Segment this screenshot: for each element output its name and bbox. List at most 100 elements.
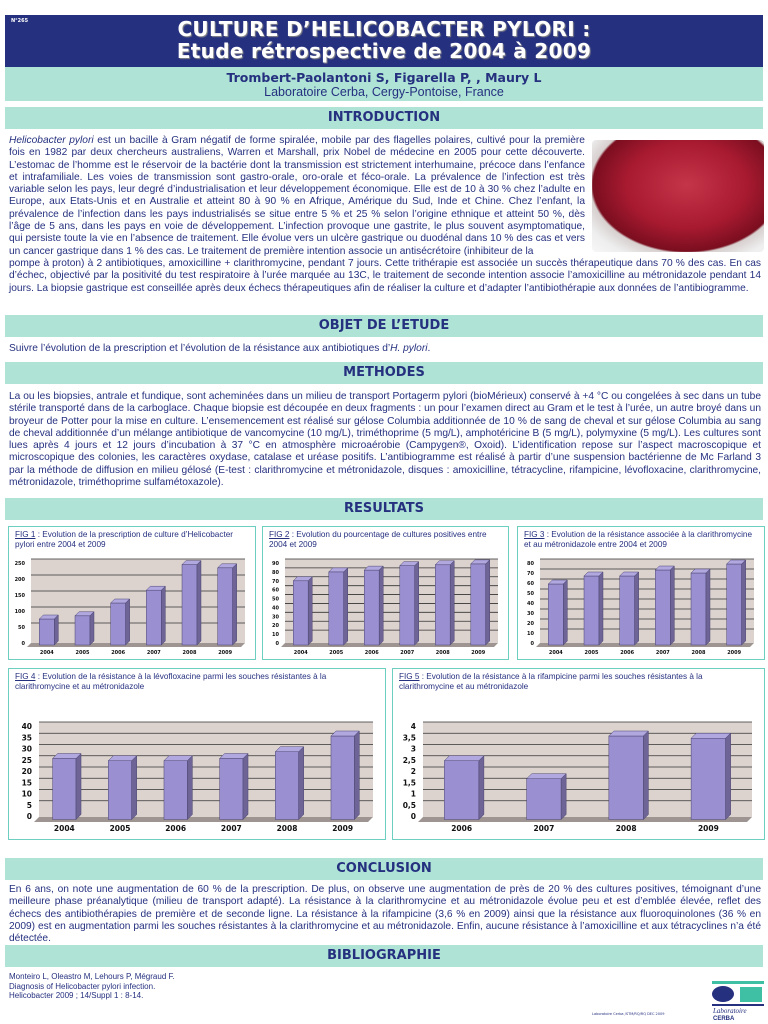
y-tick-label: 0 xyxy=(27,812,32,821)
objet-text: Suivre l’évolution de la prescription et… xyxy=(9,343,761,355)
bar-side xyxy=(705,568,711,646)
y-tick-label: 5 xyxy=(27,801,32,810)
bar-2004 xyxy=(293,580,309,646)
y-tick-label: 250 xyxy=(15,561,26,567)
y-tick-label: 0 xyxy=(276,641,280,647)
authors: Trombert-Paolantoni S, Figarella P, , Ma… xyxy=(226,70,542,85)
bar-side xyxy=(725,732,731,821)
x-tick-label: 2006 xyxy=(620,650,634,656)
y-tick-label: 30 xyxy=(22,745,32,754)
bar-side xyxy=(478,755,485,821)
y-tick-label: 50 xyxy=(18,625,25,631)
x-tick-label: 2008 xyxy=(692,650,706,656)
bar-2006 xyxy=(110,602,126,646)
poster-number: N°265 xyxy=(11,18,29,24)
bar-2006 xyxy=(619,575,635,646)
bar-side xyxy=(242,752,249,821)
x-tick-label: 2007 xyxy=(533,824,554,833)
plot-area xyxy=(285,559,498,643)
cerba-logo: Laboratoire CERBA xyxy=(712,981,764,1021)
bar-chart: 0 10 20 30 40 50 60 70 80 90 2004 2005 2006 2007 2008 2… xyxy=(272,558,498,656)
y-tick-label: 30 xyxy=(527,611,534,617)
y-tick-label: 20 xyxy=(527,621,534,627)
bar-side xyxy=(670,565,675,646)
bar-2005 xyxy=(74,615,91,646)
y-tick-label: 3,5 xyxy=(403,733,416,742)
bar-side xyxy=(449,560,455,646)
bar-2006 xyxy=(444,760,480,820)
x-tick-label: 2004 xyxy=(549,650,563,656)
objet-end: . xyxy=(427,343,431,354)
plot-floor xyxy=(418,817,752,822)
x-tick-label: 2004 xyxy=(294,650,308,656)
figure-title: : Evolution de la prescription de cultur… xyxy=(15,530,233,549)
y-tick-label: 20 xyxy=(22,767,32,776)
bar-2009 xyxy=(690,738,726,820)
subtitle: Etude rétrospective de 2004 à 2009 xyxy=(176,39,592,63)
figure-caption: FIG 1 : Evolution de la prescription de … xyxy=(9,527,255,552)
section-methodes: METHODES xyxy=(5,362,763,384)
plot-floor xyxy=(27,643,245,647)
bar-side xyxy=(131,755,137,821)
y-tick-label: 150 xyxy=(15,593,26,599)
plot-floor xyxy=(281,643,498,647)
x-tick-label: 2009 xyxy=(332,824,353,833)
figure-4: FIG 4 : Evolution de la résistance à la … xyxy=(8,668,386,840)
bar-2006 xyxy=(163,760,188,820)
bar-2009 xyxy=(726,563,742,646)
bar-2009 xyxy=(217,567,233,646)
x-tick-label: 2009 xyxy=(698,824,719,833)
bar-side xyxy=(54,614,59,646)
bar-side xyxy=(643,730,649,821)
bar-side xyxy=(414,561,419,646)
species: H. pylori xyxy=(390,343,428,354)
y-tick-label: 50 xyxy=(527,591,534,597)
bar-side xyxy=(75,752,82,821)
figure-1: FIG 1 : Evolution de la prescription de … xyxy=(8,526,256,660)
x-tick-label: 2006 xyxy=(365,650,379,656)
plot-area xyxy=(540,559,754,643)
bar-2009 xyxy=(330,735,355,820)
conclusion-text: En 6 ans, on note une augmentation de 60… xyxy=(9,884,761,945)
footer-ref: Laboratoire Cerba /STM/RQ/RQ DEC 2009 xyxy=(592,1012,665,1016)
plot-floor xyxy=(34,817,373,822)
bar-side xyxy=(563,579,568,646)
bar-chart: 0 50 100 150 200 250 2004 2005 2006 2007 2008 2009 xyxy=(15,558,245,656)
bar-side xyxy=(485,559,490,646)
culture-plate-image xyxy=(592,140,764,252)
bar-2008 xyxy=(275,751,299,820)
figure-caption: FIG 3 : Evolution de la résistance assoc… xyxy=(518,527,764,552)
y-tick-label: 40 xyxy=(272,605,279,611)
bar-side xyxy=(343,567,348,646)
bar-2008 xyxy=(608,735,644,820)
x-tick-label: 2005 xyxy=(76,650,90,656)
y-tick-label: 25 xyxy=(22,756,32,765)
intro-p1: est un bacille à Gram négatif de forme s… xyxy=(9,135,585,257)
y-tick-label: 3 xyxy=(411,745,416,754)
bar-side xyxy=(298,746,304,821)
plot-area xyxy=(39,722,373,817)
bar-2009 xyxy=(470,563,486,646)
x-tick-label: 2009 xyxy=(727,650,741,656)
y-tick-label: 10 xyxy=(527,631,534,637)
y-tick-label: 70 xyxy=(272,579,279,585)
x-tick-label: 2006 xyxy=(165,824,186,833)
x-tick-label: 2006 xyxy=(451,824,472,833)
y-tick-label: 35 xyxy=(22,733,32,742)
y-tick-label: 4 xyxy=(411,722,416,731)
x-tick-label: 2006 xyxy=(111,650,125,656)
y-tick-label: 1,5 xyxy=(403,778,416,787)
figure-title: : Evolution du pourcentage de cultures p… xyxy=(269,530,487,549)
y-tick-label: 20 xyxy=(272,623,279,629)
x-tick-label: 2008 xyxy=(277,824,298,833)
y-tick-label: 10 xyxy=(22,790,32,799)
plot-floor xyxy=(536,643,754,647)
bib-journal: Helicobacter 2009 ; 14/Suppl 1 : 8-14. xyxy=(9,991,144,1001)
bar-side xyxy=(741,559,746,646)
bar-chart: 0 0,5 1 1,5 2 2,5 3 3,5 4 2006 2007 2008 2009 xyxy=(403,721,752,833)
svg-text:Laboratoire: Laboratoire xyxy=(712,1007,747,1015)
figure-2: FIG 2 : Evolution du pourcentage de cult… xyxy=(262,526,509,660)
x-tick-label: 2008 xyxy=(436,650,450,656)
x-tick-label: 2009 xyxy=(218,650,232,656)
affiliation: Laboratoire Cerba, Cergy-Pontoise, Franc… xyxy=(264,85,504,99)
